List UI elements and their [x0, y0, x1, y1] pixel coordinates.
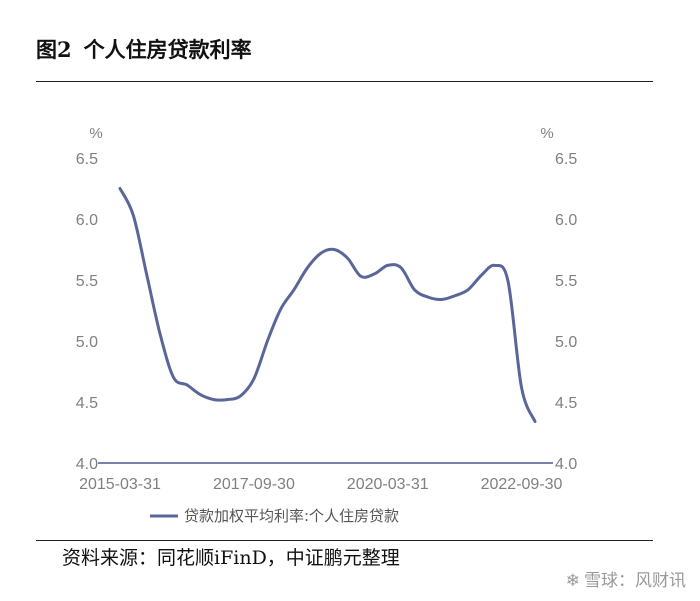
- x-tick-label: 2015-03-31: [79, 476, 161, 493]
- data-point: [332, 248, 336, 251]
- data-point: [506, 280, 510, 283]
- data-point: [493, 264, 496, 267]
- y-tick-label-left: 4.0: [76, 456, 98, 473]
- top-divider: [36, 81, 653, 82]
- data-point: [145, 273, 148, 277]
- data-point: [199, 393, 202, 396]
- y-unit-right: %: [540, 125, 553, 142]
- y-axis-right: 4.0 4.5 5.0 5.5 6.0 6.5%: [540, 125, 577, 473]
- figure-title: 图2 个人住房贷款利率: [36, 34, 252, 64]
- data-point: [225, 398, 229, 401]
- data-point: [185, 383, 189, 387]
- data-point: [359, 275, 363, 278]
- data-point: [292, 288, 296, 291]
- data-point: [440, 298, 443, 301]
- data-point: [480, 273, 483, 277]
- data-point: [346, 256, 349, 260]
- figure-label: 图2: [36, 37, 72, 62]
- y-unit-left: %: [89, 125, 102, 142]
- y-tick-label-left: 6.5: [76, 151, 98, 168]
- data-point: [306, 266, 309, 269]
- data-point: [413, 288, 416, 291]
- data-point: [252, 377, 256, 380]
- snowball-logo-icon: ❄: [565, 571, 580, 591]
- source-note: 资料来源：同花顺iFinD，中证鹏元整理: [62, 547, 400, 569]
- plot-area: [118, 187, 537, 423]
- legend: 贷款加权平均利率:个人住房贷款: [150, 507, 399, 525]
- data-point: [453, 294, 456, 298]
- y-tick-label-right: 4.0: [555, 456, 577, 473]
- y-axis-left: 4.0 4.5 5.0 5.5 6.0 6.5%: [76, 125, 103, 473]
- x-axis: 2015-03-31 2017-09-30 2020-03-31 2022-09-30: [79, 462, 563, 493]
- data-point: [426, 295, 430, 299]
- data-point: [212, 398, 216, 401]
- data-point: [520, 386, 523, 389]
- y-tick-label-right: 6.0: [555, 212, 577, 229]
- watermark: ❄ 雪球：风财讯: [566, 566, 686, 591]
- data-point: [533, 420, 537, 423]
- watermark-text: 雪球：风财讯: [584, 571, 686, 591]
- bottom-divider: [36, 540, 653, 541]
- data-point: [132, 214, 135, 217]
- data-point: [386, 264, 389, 267]
- data-point: [239, 394, 242, 398]
- data-point: [373, 272, 376, 276]
- x-tick-label: 2022-09-30: [481, 476, 563, 493]
- y-tick-label-right: 5.5: [555, 273, 577, 290]
- y-tick-label-right: 5.0: [555, 334, 577, 351]
- data-point: [266, 339, 269, 343]
- data-point: [399, 266, 403, 269]
- series-line-mortgage-rate: [118, 187, 537, 423]
- data-point: [279, 308, 282, 311]
- x-tick-label: 2020-03-31: [347, 476, 429, 493]
- data-point: [319, 252, 323, 255]
- data-point: [172, 376, 175, 379]
- legend-label: 贷款加权平均利率:个人住房贷款: [184, 507, 399, 525]
- figure-title-text: 个人住房贷款利率: [83, 37, 252, 62]
- x-tick-label: 2017-09-30: [213, 476, 295, 493]
- y-tick-label-left: 4.5: [76, 395, 98, 412]
- y-tick-label-right: 4.5: [555, 395, 577, 412]
- data-point: [159, 333, 162, 337]
- y-tick-label-right: 6.5: [555, 151, 577, 168]
- y-tick-label-left: 5.5: [76, 273, 98, 290]
- y-tick-label-left: 5.0: [76, 334, 98, 351]
- data-point: [118, 187, 122, 190]
- data-point: [466, 288, 470, 291]
- y-tick-label-left: 6.0: [76, 212, 98, 229]
- line-chart: 4.04.55.05.56.06.5% 4.04.55.05.56.06.5% …: [76, 125, 578, 525]
